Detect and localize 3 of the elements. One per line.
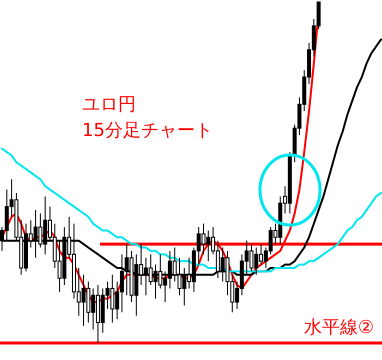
text: 15分足チャート — [82, 120, 213, 141]
ref-line-label: 水平線② — [304, 317, 374, 338]
text: ユロ円 — [82, 94, 136, 115]
